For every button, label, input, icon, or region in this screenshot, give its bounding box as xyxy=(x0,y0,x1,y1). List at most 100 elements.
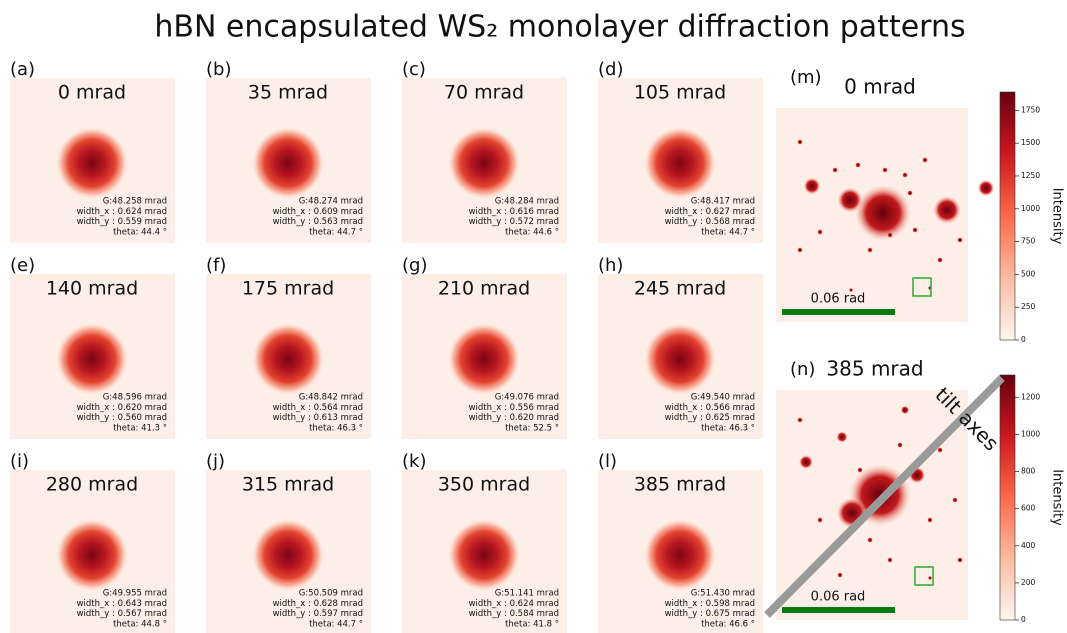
panel-title: 280 mrad xyxy=(46,474,138,496)
colorbar-label: Intensity xyxy=(1050,188,1065,245)
fit-parameter: width_x : 0.564 mrad xyxy=(273,403,363,413)
diffraction-spot xyxy=(897,442,903,448)
panel-label: (j) xyxy=(206,451,225,472)
diffraction-spot xyxy=(644,127,716,199)
diffraction-spot xyxy=(882,167,888,173)
panel-label: (c) xyxy=(402,59,426,80)
diffraction-spot xyxy=(448,127,520,199)
colorbar-tick-label: 1000 xyxy=(1021,204,1040,213)
fit-parameter: G:48.274 mrad xyxy=(299,197,363,207)
panel-title: 105 mrad xyxy=(634,82,726,104)
panel-label: (a) xyxy=(10,59,35,80)
fit-parameter: width_x : 0.598 mrad xyxy=(665,599,755,609)
colorbar-tick-label: 1250 xyxy=(1021,171,1040,180)
colorbar xyxy=(1000,375,1015,620)
fit-parameter: width_y : 0.563 mrad xyxy=(273,217,363,227)
panel-title: 385 mrad xyxy=(634,474,726,496)
diffraction-spot xyxy=(928,576,932,580)
fit-parameter: width_y : 0.559 mrad xyxy=(77,217,167,227)
diffraction-spot xyxy=(922,157,928,163)
fit-parameter: G:51.141 mrad xyxy=(495,589,559,599)
diffraction-spot xyxy=(797,417,803,423)
diffraction-spot xyxy=(817,517,823,523)
diffraction-spot xyxy=(927,517,933,523)
panel-title: 315 mrad xyxy=(242,474,334,496)
diffraction-spot xyxy=(837,572,843,578)
panel-label: (h) xyxy=(598,255,623,276)
diffraction-spot xyxy=(901,406,909,414)
diffraction-spot xyxy=(797,247,803,253)
fit-parameter: G:48.417 mrad xyxy=(691,197,755,207)
colorbar-tick-label: 1750 xyxy=(1021,105,1040,114)
fit-parameter: theta: 44.6 ° xyxy=(505,227,559,237)
colorbar-tick-label: 1500 xyxy=(1021,138,1040,147)
fit-parameter: width_x : 0.643 mrad xyxy=(77,599,167,609)
scale-label: 0.06 rad xyxy=(811,292,866,307)
fit-parameter: width_y : 0.572 mrad xyxy=(469,217,559,227)
panel-label: (l) xyxy=(598,451,617,472)
fit-parameter: width_y : 0.567 mrad xyxy=(77,609,167,619)
diffraction-spot xyxy=(56,519,128,591)
fit-parameter: width_y : 0.675 mrad xyxy=(665,609,755,619)
scale-label: 0.06 rad xyxy=(811,590,866,605)
fit-parameter: width_x : 0.556 mrad xyxy=(469,403,559,413)
panel-label: (d) xyxy=(598,59,623,80)
fit-parameter: theta: 44.7 ° xyxy=(309,227,363,237)
fit-parameter: theta: 46.6 ° xyxy=(701,619,755,629)
diffraction-spot xyxy=(887,232,893,238)
panel-title: 140 mrad xyxy=(46,278,138,300)
colorbar-label: Intensity xyxy=(1050,469,1065,526)
diffraction-spot xyxy=(855,185,911,241)
fit-parameter: theta: 46.3 ° xyxy=(309,423,363,433)
panel-label: (k) xyxy=(402,451,426,472)
panel-label: (b) xyxy=(206,59,231,80)
diffraction-spot xyxy=(252,127,324,199)
colorbar-tick-label: 250 xyxy=(1021,302,1036,311)
panel-title: 245 mrad xyxy=(634,278,726,300)
panel-label: (m) xyxy=(790,67,822,88)
diffraction-spot xyxy=(644,519,716,591)
fit-parameter: G:48.284 mrad xyxy=(495,197,559,207)
diffraction-spot xyxy=(832,167,838,173)
fit-parameter: G:50.509 mrad xyxy=(299,589,363,599)
diffraction-spot xyxy=(933,196,961,224)
diffraction-spot xyxy=(912,227,918,233)
diffraction-spot xyxy=(867,247,873,253)
panel-label: (n) xyxy=(790,359,815,380)
panel-label: (f) xyxy=(206,255,226,276)
panel-label: (i) xyxy=(10,451,29,472)
figure-title: hBN encapsulated WS₂ monolayer diffracti… xyxy=(154,10,965,45)
fit-parameter: width_y : 0.597 mrad xyxy=(273,609,363,619)
panel-title: 35 mrad xyxy=(248,82,328,104)
panel-title: 175 mrad xyxy=(242,278,334,300)
colorbar-tick-label: 1200 xyxy=(1021,392,1040,401)
diffraction-spot xyxy=(448,519,520,591)
panel-title: 350 mrad xyxy=(438,474,530,496)
colorbar-tick-label: 800 xyxy=(1021,467,1036,476)
fit-parameter: width_y : 0.560 mrad xyxy=(77,413,167,423)
fit-parameter: theta: 46.3 ° xyxy=(701,423,755,433)
fit-parameter: G:51.430 mrad xyxy=(691,589,755,599)
fit-parameter: theta: 41.8 ° xyxy=(505,619,559,629)
panel-title: 0 mrad xyxy=(844,75,916,99)
fit-parameter: G:49.540 mrad xyxy=(691,393,755,403)
diffraction-spot xyxy=(448,323,520,395)
diffraction-spot xyxy=(907,190,913,196)
colorbar-tick-label: 1000 xyxy=(1021,429,1040,438)
fit-parameter: width_x : 0.609 mrad xyxy=(273,207,363,217)
colorbar-tick-label: 200 xyxy=(1021,578,1036,587)
fit-parameter: theta: 44.7 ° xyxy=(701,227,755,237)
fit-parameter: theta: 44.8 ° xyxy=(113,619,167,629)
fit-parameter: G:49.076 mrad xyxy=(495,393,559,403)
panel-label: (e) xyxy=(10,255,35,276)
colorbar-tick-label: 600 xyxy=(1021,504,1036,513)
diffraction-spot xyxy=(56,323,128,395)
diffraction-spot xyxy=(957,557,963,563)
fit-parameter: width_x : 0.620 mrad xyxy=(77,403,167,413)
colorbar-tick-label: 0 xyxy=(1021,335,1026,344)
diffraction-spot xyxy=(797,139,803,145)
fit-parameter: G:49.955 mrad xyxy=(103,589,167,599)
fit-parameter: theta: 44.7 ° xyxy=(309,619,363,629)
fit-parameter: theta: 41.3 ° xyxy=(113,423,167,433)
colorbar-tick-label: 0 xyxy=(1021,615,1026,624)
